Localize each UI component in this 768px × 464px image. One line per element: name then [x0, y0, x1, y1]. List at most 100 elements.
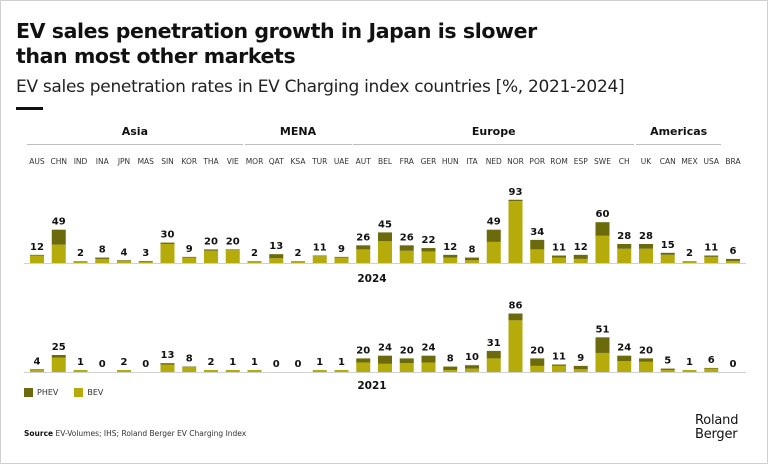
bar-bev-bel-2021: [378, 363, 392, 372]
bar-phev-chn-2024: [51, 229, 66, 245]
data-label-qat-2024: 13: [269, 241, 283, 252]
bar-phev-por-2021: [530, 358, 545, 366]
bar-phev-nor-2024: [508, 199, 523, 202]
bar-phev-aus-2024: [30, 254, 44, 256]
bar-phev-ina-2024: [95, 257, 110, 259]
bar-bev-can-2021: [660, 369, 675, 372]
country-label-uk: UK: [640, 157, 652, 166]
data-label-jpn-2024: 4: [121, 247, 128, 258]
bar-phev-fra-2021: [399, 358, 414, 364]
bar-phev-ger-2021: [421, 355, 436, 363]
data-label-tha-2021: 2: [208, 357, 215, 368]
legend-swatch-phev: [24, 388, 33, 397]
bar-phev-tha-2024: [204, 249, 218, 251]
data-label-tur-2021: 1: [316, 357, 323, 368]
region-label-mena: MENA: [279, 125, 317, 138]
data-label-tur-2024: 11: [313, 243, 327, 254]
bar-bev-tha-2021: [204, 370, 218, 372]
data-label-ch-2024: 28: [617, 231, 631, 242]
panel-label-2021: 2021: [357, 380, 387, 392]
country-label-tha: THA: [203, 157, 219, 166]
bar-bev-nor-2024: [508, 201, 523, 263]
bar-phev-aut-2024: [356, 245, 371, 250]
bar-phev-uk-2024: [639, 243, 653, 249]
bar-phev-ned-2021: [486, 350, 501, 359]
data-label-ina-2024: 8: [99, 245, 106, 256]
bar-bev-uk-2024: [639, 248, 653, 263]
title-line-1: EV sales penetration growth in Japan is …: [16, 19, 537, 43]
country-label-ita: ITA: [466, 157, 478, 166]
bar-bev-aus-2024: [30, 255, 44, 263]
data-label-can-2024: 15: [661, 240, 675, 251]
data-label-mor-2024: 2: [251, 248, 258, 259]
bar-bev-tha-2024: [204, 250, 218, 263]
data-label-swe-2021: 51: [596, 324, 610, 335]
bar-phev-sin-2024: [160, 242, 175, 244]
bar-bev-mor-2024: [247, 261, 262, 263]
region-label-asia: Asia: [121, 125, 148, 138]
bar-bev-vie-2024: [225, 250, 240, 263]
data-label-nor-2024: 93: [509, 187, 523, 198]
bar-phev-aut-2021: [356, 358, 371, 363]
bar-phev-swe-2021: [595, 337, 610, 353]
bar-phev-ger-2024: [421, 248, 436, 252]
country-label-ksa: KSA: [290, 157, 306, 166]
bar-phev-ita-2024: [465, 257, 479, 261]
country-label-ch: CH: [618, 157, 630, 166]
data-label-uae-2021: 1: [338, 357, 345, 368]
bar-bev-esp-2024: [573, 258, 588, 263]
data-label-usa-2024: 11: [704, 243, 718, 254]
country-label-can: CAN: [659, 157, 676, 166]
data-label-ksa-2021: 0: [295, 359, 302, 370]
bar-phev-usa-2024: [704, 255, 719, 257]
bar-phev-mas-2024: [138, 260, 153, 262]
data-label-tha-2024: 20: [204, 236, 218, 247]
bar-phev-nor-2021: [508, 313, 523, 321]
data-label-por-2024: 34: [530, 227, 544, 238]
legend-swatch-bev: [74, 388, 84, 397]
bar-bev-mex-2021: [682, 370, 697, 372]
bar-bev-mor-2021: [247, 370, 262, 372]
country-label-mex: MEX: [681, 157, 698, 166]
bar-bev-ind-2021: [73, 370, 88, 372]
bar-bev-ger-2024: [421, 251, 436, 263]
bar-bev-kor-2021: [182, 367, 197, 372]
bar-bev-aut-2024: [356, 249, 371, 263]
country-label-usa: USA: [703, 157, 720, 166]
bar-bev-ned-2021: [486, 358, 501, 372]
bar-bev-hun-2021: [443, 369, 458, 372]
data-label-ned-2021: 31: [487, 338, 501, 349]
data-label-chn-2024: 49: [52, 217, 66, 228]
bar-phev-hun-2021: [443, 366, 458, 370]
roland-berger-logo: Roland Berger: [695, 414, 738, 442]
data-label-can-2021: 5: [664, 356, 671, 367]
data-label-mas-2021: 0: [142, 359, 149, 370]
data-label-swe-2024: 60: [596, 209, 610, 220]
data-label-bra-2021: 0: [730, 359, 737, 370]
country-label-jpn: JPN: [117, 157, 131, 166]
country-label-tur: TUR: [312, 157, 328, 166]
data-label-ind-2021: 1: [77, 357, 84, 368]
bar-bev-kor-2024: [182, 257, 197, 263]
bar-bev-uk-2021: [639, 361, 653, 372]
bar-bev-ch-2021: [617, 361, 632, 372]
bar-bev-ina-2024: [95, 258, 110, 263]
bar-bev-tur-2024: [312, 256, 327, 263]
bar-phev-usa-2021: [704, 367, 719, 369]
bar-phev-rom-2024: [552, 255, 566, 258]
data-label-bel-2021: 24: [378, 343, 392, 354]
bar-bev-jpn-2021: [117, 370, 131, 372]
bar-phev-rom-2021: [552, 364, 566, 366]
data-label-hun-2024: 12: [443, 242, 457, 253]
country-label-ina: INA: [95, 157, 109, 166]
bar-bev-ksa-2024: [291, 261, 305, 263]
country-label-ger: GER: [420, 157, 437, 166]
logo-line-2: Berger: [695, 427, 738, 442]
legend-label-bev: BEV: [87, 388, 104, 397]
bar-phev-ch-2021: [617, 355, 632, 362]
data-label-aus-2024: 12: [30, 242, 44, 253]
bar-phev-can-2021: [660, 368, 675, 370]
bar-phev-uae-2024: [334, 256, 349, 258]
region-divider-mena: [244, 144, 352, 145]
bar-phev-ned-2024: [486, 229, 501, 242]
